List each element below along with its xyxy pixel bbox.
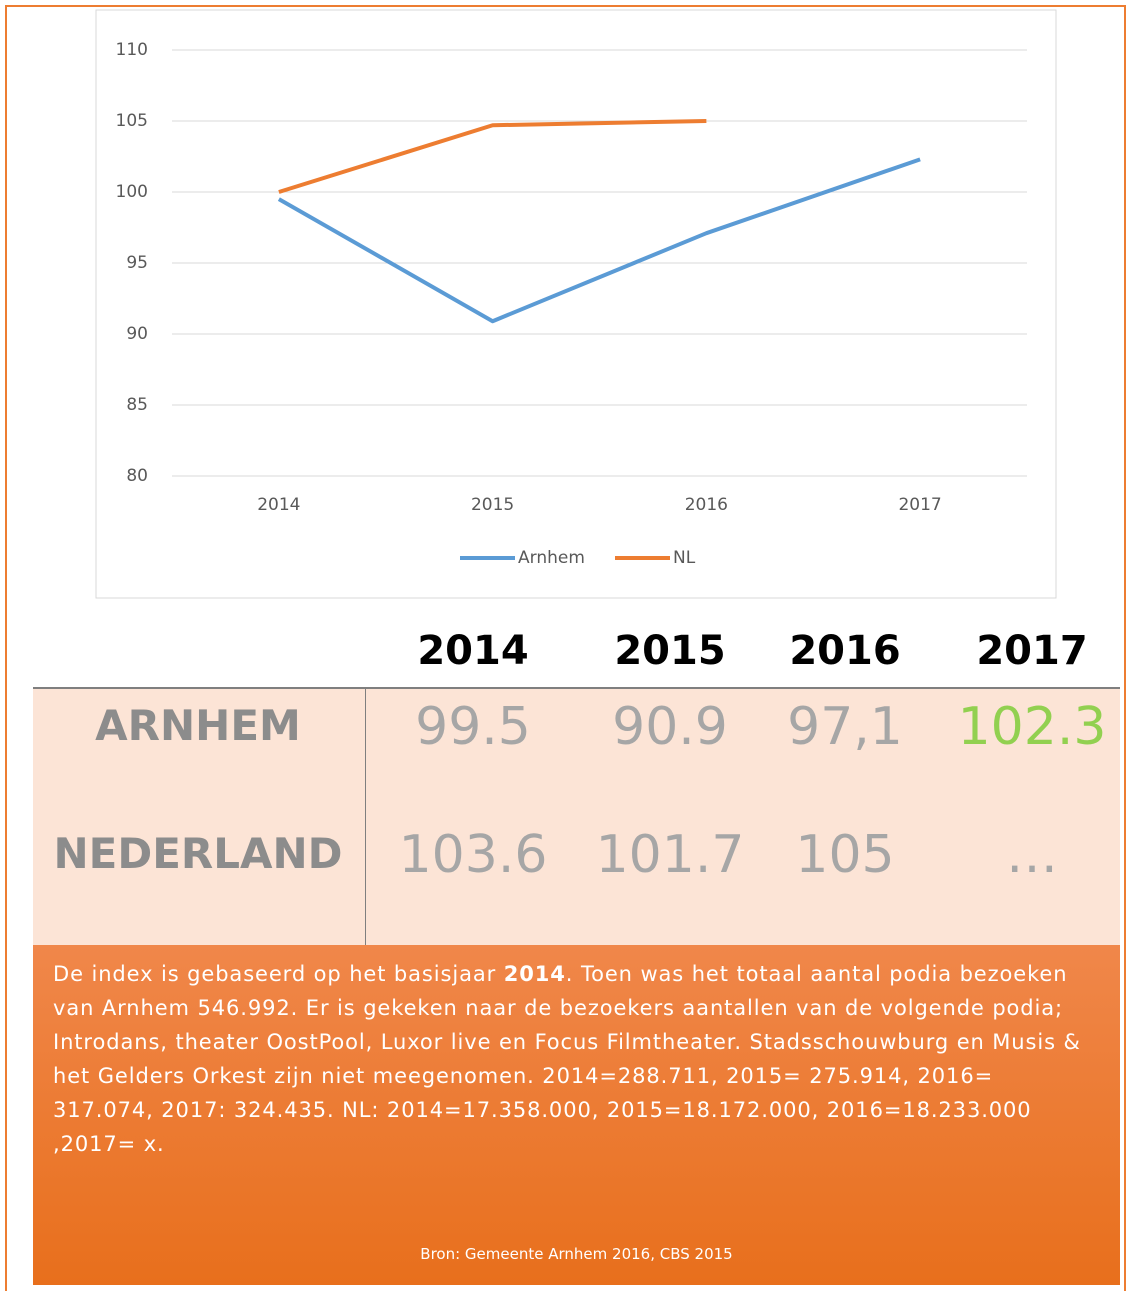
cell: 101.7 xyxy=(595,825,745,885)
y-tick-label: 90 xyxy=(126,324,148,344)
x-tick-label: 2016 xyxy=(685,495,728,515)
cell: 97,1 xyxy=(787,697,903,757)
chart: 80 85 90 95 100 105 110 2014 2015 2016 2017 Arnhem N… xyxy=(95,9,1057,599)
frame xyxy=(5,5,1126,1291)
column-header: 2015 xyxy=(614,628,726,674)
note-text: De index is gebaseerd op het basisjaar 2… xyxy=(53,957,1100,1161)
text-bold: 2014 xyxy=(503,962,566,986)
cell: … xyxy=(1006,825,1058,885)
note: De index is gebaseerd op het basisjaar 2… xyxy=(33,945,1120,1285)
x-tick-label: 2015 xyxy=(471,495,514,515)
divider xyxy=(365,689,366,945)
y-tick-label: 100 xyxy=(116,182,148,202)
cell: 103.6 xyxy=(398,825,548,885)
x-tick-label: 2017 xyxy=(898,495,941,515)
source: Bron: Gemeente Arnhem 2016, CBS 2015 xyxy=(420,1245,733,1263)
cell: 102.3 xyxy=(957,697,1107,757)
cell: 99.5 xyxy=(415,697,531,757)
y-tick-label: 85 xyxy=(126,395,148,415)
y-tick-label: 105 xyxy=(116,111,148,131)
row-label: NEDERLAND xyxy=(53,829,343,878)
text: De index is gebaseerd op het basisjaar xyxy=(53,962,504,986)
row-label: ARNHEM xyxy=(95,701,301,750)
cell: 90.9 xyxy=(612,697,728,757)
chart-box xyxy=(95,9,1057,599)
column-header: 2016 xyxy=(789,628,901,674)
legend-label: Arnhem xyxy=(518,548,585,568)
y-tick-label: 95 xyxy=(126,253,148,273)
text: . Toen was het totaal aantal podia bezoe… xyxy=(53,962,1081,1156)
y-tick-label: 110 xyxy=(116,40,148,60)
cell: 105 xyxy=(795,825,895,885)
y-tick-label: 80 xyxy=(126,466,148,486)
x-tick-label: 2014 xyxy=(257,495,300,515)
series-line xyxy=(278,119,707,194)
legend-label: NL xyxy=(673,548,696,568)
column-header: 2017 xyxy=(976,628,1088,674)
series-line xyxy=(277,157,921,324)
table: ARNHEM 99.5 90.9 97,1 102.3 NEDERLAND 103.6 101… xyxy=(33,687,1120,945)
column-header: 2014 xyxy=(417,628,529,674)
